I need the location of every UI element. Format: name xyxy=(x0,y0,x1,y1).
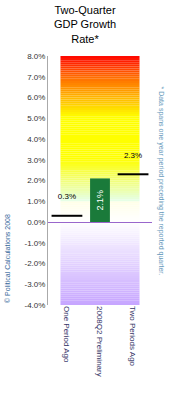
svg-text:3.0%: 3.0% xyxy=(27,156,45,165)
svg-text:-3.0%: -3.0% xyxy=(24,280,45,289)
svg-text:Two-QuarterGDP GrowthRate*: Two-QuarterGDP GrowthRate* xyxy=(54,4,116,45)
svg-text:4.0%: 4.0% xyxy=(27,135,45,144)
svg-text:* Data spans one year period p: * Data spans one year period preceding t… xyxy=(157,87,165,276)
svg-text:2008Q2 Preliminary: 2008Q2 Preliminary xyxy=(95,306,104,377)
svg-text:8.0%: 8.0% xyxy=(27,52,45,61)
svg-text:2.1%: 2.1% xyxy=(95,190,105,211)
svg-text:6.0%: 6.0% xyxy=(27,93,45,102)
svg-text:One Period Ago: One Period Ago xyxy=(62,306,71,363)
svg-text:-4.0%: -4.0% xyxy=(24,301,45,310)
svg-text:2.3%: 2.3% xyxy=(124,151,142,160)
svg-text:2.0%: 2.0% xyxy=(27,176,45,185)
svg-text:© Political Calculations 2008: © Political Calculations 2008 xyxy=(4,214,11,303)
svg-text:Two Periods Ago: Two Periods Ago xyxy=(128,306,137,367)
svg-text:7.0%: 7.0% xyxy=(27,73,45,82)
svg-text:-2.0%: -2.0% xyxy=(24,259,45,268)
svg-text:5.0%: 5.0% xyxy=(27,114,45,123)
svg-text:0.3%: 0.3% xyxy=(58,192,76,201)
svg-text:1.0%: 1.0% xyxy=(27,197,45,206)
svg-text:-1.0%: -1.0% xyxy=(24,239,45,248)
svg-text:0.0%: 0.0% xyxy=(27,218,45,227)
